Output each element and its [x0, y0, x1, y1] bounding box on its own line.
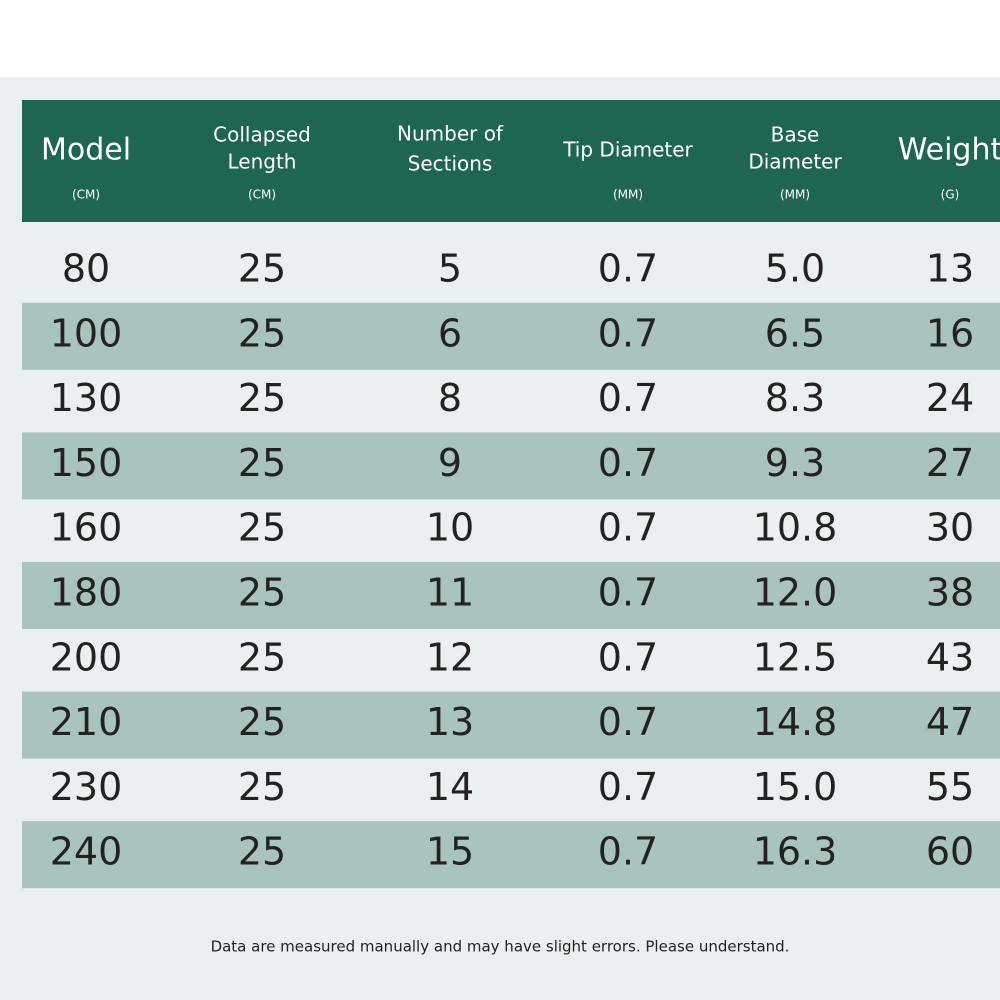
row-shade [22, 432, 1000, 500]
cell: 38 [926, 571, 974, 615]
cell: 14 [426, 765, 474, 809]
cell: 230 [50, 765, 123, 809]
cell: 0.7 [598, 506, 658, 550]
header-label: Tip Diameter [562, 138, 693, 162]
table-body: 80 25 5 0.7 5.0 13 100 25 6 0.7 6.5 16 130 25 8 0.7 8.3 2… [22, 247, 1000, 889]
cell: 6.5 [765, 311, 825, 355]
row-shade [22, 562, 1000, 629]
header-label: Model [41, 133, 131, 168]
cell: 25 [238, 506, 286, 550]
cell: 30 [926, 506, 974, 550]
cell: 8.3 [765, 376, 825, 420]
cell: 180 [50, 571, 123, 615]
cell: 10.8 [753, 506, 838, 550]
cell: 8 [438, 376, 462, 420]
cell: 0.7 [598, 376, 658, 420]
cell: 12.0 [753, 571, 838, 615]
cell: 13 [926, 247, 974, 291]
cell: 5.0 [765, 247, 825, 291]
cell: 25 [238, 376, 286, 420]
cell: 240 [50, 830, 123, 874]
row-shade [22, 302, 1000, 370]
cell: 0.7 [598, 247, 658, 291]
cell: 160 [50, 506, 123, 550]
cell: 10 [426, 506, 474, 550]
cell: 0.7 [598, 765, 658, 809]
cell: 150 [50, 441, 123, 485]
header-label: Weight [898, 133, 1000, 168]
cell: 0.7 [598, 311, 658, 355]
header-unit: (CM) [72, 188, 100, 202]
header-unit: (MM) [613, 188, 643, 202]
cell: 11 [426, 571, 474, 615]
header-label: Base [771, 123, 820, 147]
cell: 12 [426, 635, 474, 679]
cell: 5 [438, 247, 462, 291]
cell: 25 [238, 247, 286, 291]
header-unit: (MM) [780, 188, 810, 202]
cell: 24 [926, 376, 974, 420]
header-label: Number of [397, 122, 504, 146]
cell: 6 [438, 311, 462, 355]
cell: 25 [238, 635, 286, 679]
cell: 16 [926, 311, 974, 355]
cell: 15.0 [753, 765, 838, 809]
cell: 25 [238, 700, 286, 744]
row-shade [22, 821, 1000, 889]
cell: 9 [438, 441, 462, 485]
cell: 25 [238, 830, 286, 874]
footer-note: Data are measured manually and may have … [211, 938, 790, 956]
cell: 25 [238, 441, 286, 485]
header-label: Collapsed [213, 123, 311, 147]
header-label: Length [228, 150, 297, 174]
cell: 130 [50, 376, 123, 420]
cell: 0.7 [598, 635, 658, 679]
cell: 0.7 [598, 700, 658, 744]
cell: 0.7 [598, 441, 658, 485]
cell: 200 [50, 635, 123, 679]
cell: 27 [926, 441, 974, 485]
cell: 0.7 [598, 571, 658, 615]
cell: 43 [926, 635, 974, 679]
cell: 55 [926, 765, 974, 809]
cell: 15 [426, 830, 474, 874]
header-labels: Model (CM) Collapsed Length (CM) Number of Sec… [41, 122, 1000, 202]
row-shade [22, 691, 1000, 759]
header-unit: (CM) [248, 188, 276, 202]
cell: 25 [238, 311, 286, 355]
header-label: Sections [408, 152, 493, 176]
cell: 80 [62, 247, 110, 291]
table-header [22, 100, 1000, 222]
cell: 16.3 [753, 830, 838, 874]
header-label: Diameter [748, 150, 842, 174]
cell: 9.3 [765, 441, 825, 485]
cell: 25 [238, 765, 286, 809]
cell: 0.7 [598, 830, 658, 874]
cell: 60 [926, 830, 974, 874]
header-unit: (G) [941, 188, 960, 202]
cell: 13 [426, 700, 474, 744]
cell: 25 [238, 571, 286, 615]
cell: 14.8 [753, 700, 838, 744]
cell: 100 [50, 311, 123, 355]
cell: 210 [50, 700, 123, 744]
cell: 12.5 [753, 635, 838, 679]
cell: 47 [926, 700, 974, 744]
